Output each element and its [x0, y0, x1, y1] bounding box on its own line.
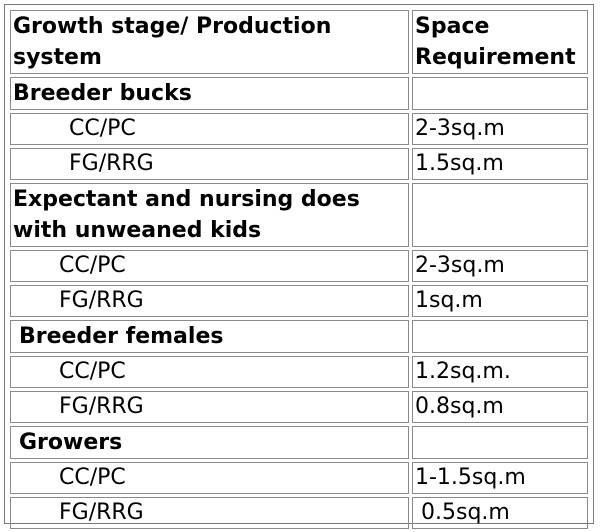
group-row-breeder-bucks: Breeder bucks [10, 77, 588, 110]
table-row: FG/RRG 1sq.m [10, 285, 588, 317]
group-empty-cell [412, 320, 588, 353]
header-growth-stage: Growth stage/ Production system [10, 10, 409, 74]
group-row-breeder-females: Breeder females [10, 320, 588, 353]
space-cell: 0.5sq.m [412, 497, 588, 529]
header-row: Growth stage/ Production system Space Re… [10, 10, 588, 74]
group-label-line: Breeder females [19, 324, 224, 349]
system-cell: CC/PC [10, 113, 409, 145]
group-label-breeder-females: Breeder females [10, 320, 409, 353]
group-label-line: Breeder bucks [13, 81, 192, 106]
table-row: CC/PC 1-1.5sq.m [10, 462, 588, 494]
header-growth-stage-line-2: system [13, 45, 102, 70]
group-label-growers: Growers [10, 426, 409, 459]
space-cell: 1.2sq.m. [412, 356, 588, 388]
system-cell: FG/RRG [10, 148, 409, 180]
group-row-growers: Growers [10, 426, 588, 459]
table-row: FG/RRG 1.5sq.m [10, 148, 588, 180]
header-space-line-1: Space [415, 14, 490, 39]
header-growth-stage-line-1: Growth stage/ Production [13, 14, 332, 39]
system-cell: CC/PC [10, 462, 409, 494]
space-requirement-table: Growth stage/ Production system Space Re… [7, 7, 591, 532]
table-frame [4, 4, 594, 524]
table-row: CC/PC 1.2sq.m. [10, 356, 588, 388]
group-label-line: Expectant and nursing does [13, 187, 360, 212]
table-row: CC/PC 2-3sq.m [10, 250, 588, 282]
space-cell: 0.8sq.m [412, 391, 588, 423]
group-label-line: with unweaned kids [13, 218, 262, 243]
group-label-expectant-nursing-does: Expectant and nursing does with unweaned… [10, 183, 409, 247]
system-cell: CC/PC [10, 250, 409, 282]
system-cell: FG/RRG [10, 497, 409, 529]
space-cell: 1sq.m [412, 285, 588, 317]
group-label-line: Growers [19, 430, 123, 455]
system-cell: FG/RRG [10, 391, 409, 423]
group-empty-cell [412, 77, 588, 110]
group-empty-cell [412, 183, 588, 247]
space-cell: 2-3sq.m [412, 250, 588, 282]
space-cell: 1.5sq.m [412, 148, 588, 180]
group-label-breeder-bucks: Breeder bucks [10, 77, 409, 110]
table-row: CC/PC 2-3sq.m [10, 113, 588, 145]
system-cell: FG/RRG [10, 285, 409, 317]
space-cell: 2-3sq.m [412, 113, 588, 145]
group-row-expectant-nursing-does: Expectant and nursing does with unweaned… [10, 183, 588, 247]
header-space-requirement: Space Requirement [412, 10, 588, 74]
space-cell: 1-1.5sq.m [412, 462, 588, 494]
table-row: FG/RRG 0.5sq.m [10, 497, 588, 529]
group-empty-cell [412, 426, 588, 459]
table-row: FG/RRG 0.8sq.m [10, 391, 588, 423]
system-cell: CC/PC [10, 356, 409, 388]
header-space-line-2: Requirement [415, 45, 576, 70]
